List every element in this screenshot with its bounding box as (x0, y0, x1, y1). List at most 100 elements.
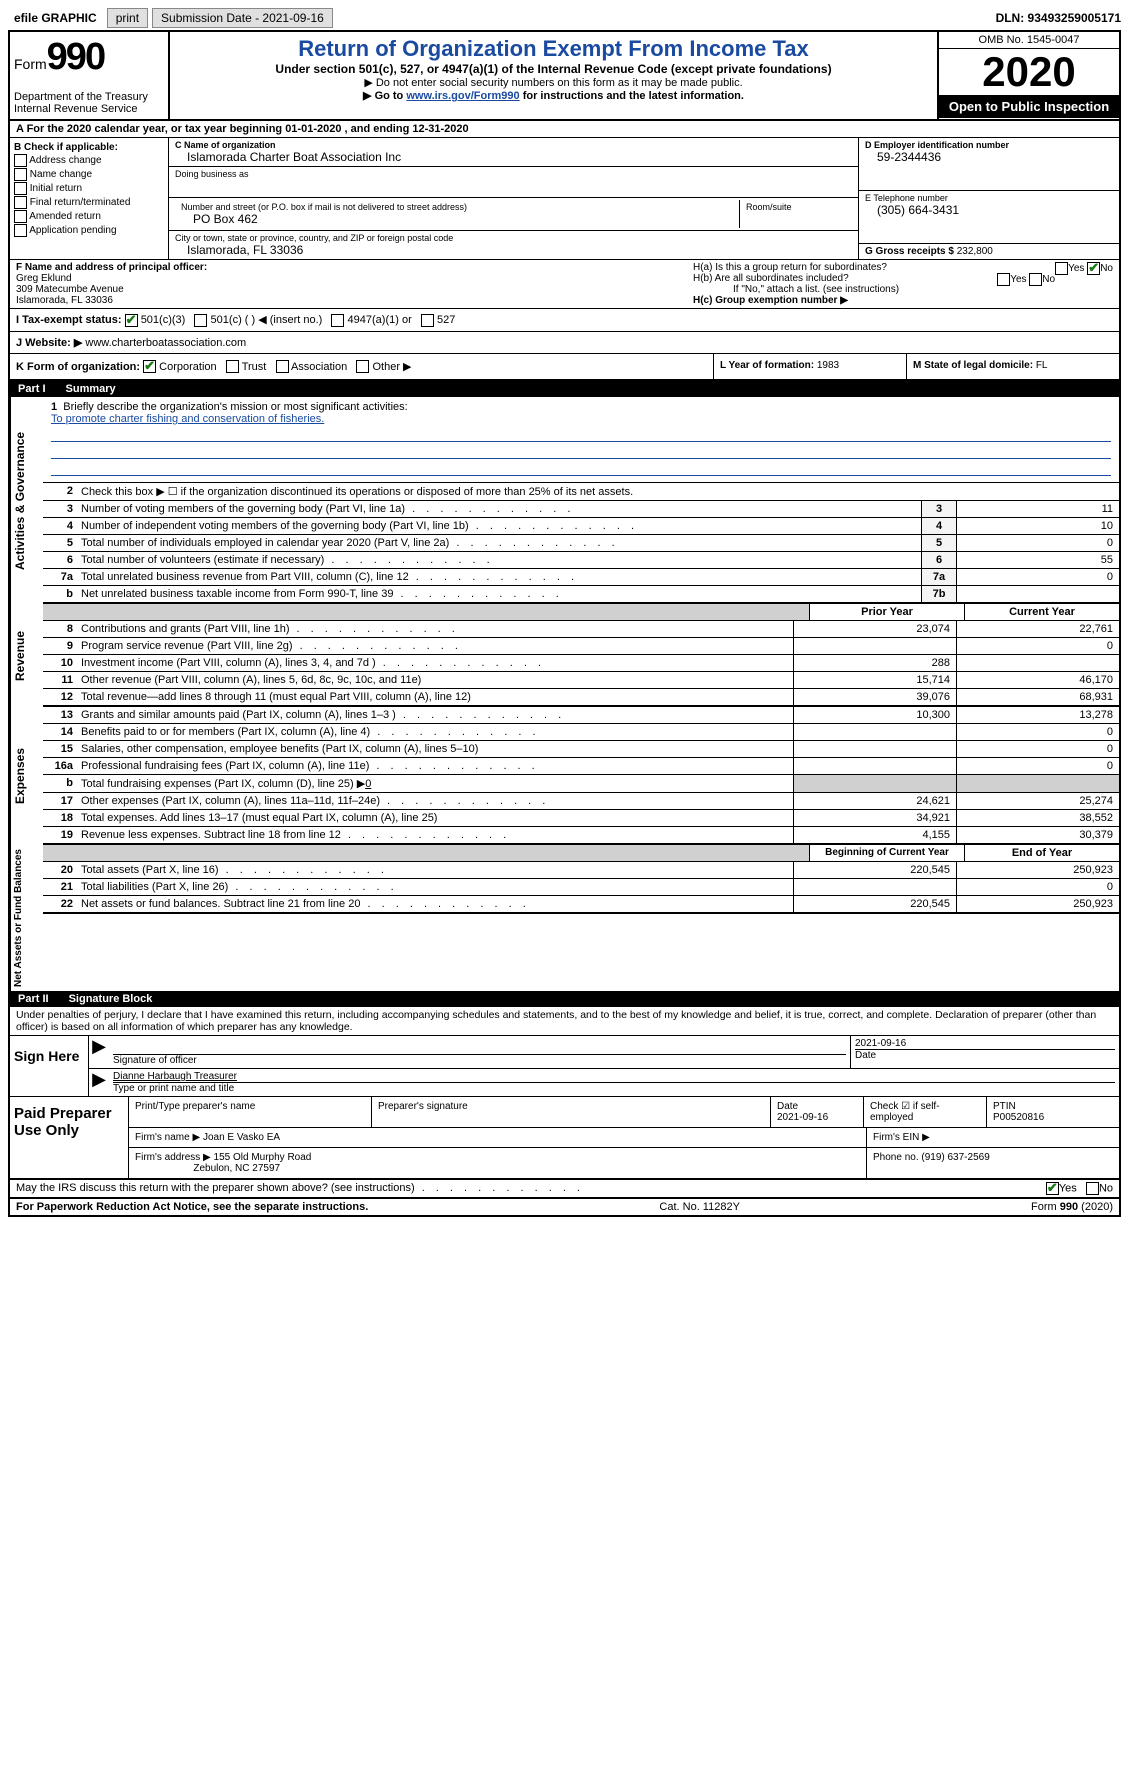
tel-label: E Telephone number (865, 193, 1113, 203)
sig-date-label: Date (855, 1049, 1115, 1061)
perjury-text: Under penalties of perjury, I declare th… (10, 1007, 1119, 1036)
line11-prior: 15,714 (793, 672, 956, 688)
chk-other[interactable] (356, 360, 369, 373)
chk-final[interactable] (14, 196, 27, 209)
hb-yes: Yes (1010, 274, 1026, 285)
chk-discuss-no[interactable] (1086, 1182, 1099, 1195)
irs-link[interactable]: www.irs.gov/Form990 (406, 90, 519, 102)
chk-name[interactable] (14, 168, 27, 181)
line17-text: Other expenses (Part IX, column (A), lin… (77, 793, 793, 809)
hb-no: No (1042, 274, 1055, 285)
line12-prior: 39,076 (793, 689, 956, 705)
chk-ha-no[interactable] (1087, 262, 1100, 275)
line21-text: Total liabilities (Part X, line 26) (77, 879, 793, 895)
chk-ha-yes[interactable] (1055, 262, 1068, 275)
lbl-amended: Amended return (29, 211, 101, 222)
col-b-checkboxes: B Check if applicable: Address change Na… (10, 138, 169, 259)
line20-curr: 250,923 (956, 862, 1119, 878)
row-a-tax-year: A For the 2020 calendar year, or tax yea… (10, 121, 1119, 138)
firm-addr1: 155 Old Murphy Road (214, 1152, 312, 1163)
line11-text: Other revenue (Part VIII, column (A), li… (77, 672, 793, 688)
chk-501c[interactable] (194, 314, 207, 327)
chk-assoc[interactable] (276, 360, 289, 373)
section-bcd: B Check if applicable: Address change Na… (10, 138, 1119, 260)
lbl-initial: Initial return (30, 183, 82, 194)
line18-prior: 34,921 (793, 810, 956, 826)
chk-discuss-yes[interactable] (1046, 1182, 1059, 1195)
line12-curr: 68,931 (956, 689, 1119, 705)
discuss-row: May the IRS discuss this return with the… (10, 1180, 1119, 1199)
dba-label: Doing business as (175, 169, 852, 179)
phone-label: Phone no. (873, 1152, 921, 1163)
line19-text: Revenue less expenses. Subtract line 18 … (77, 827, 793, 843)
summary-revenue: Revenue Prior YearCurrent Year 8Contribu… (10, 604, 1119, 707)
ptin-value: P00520816 (993, 1112, 1044, 1123)
sign-here-label: Sign Here (10, 1036, 89, 1096)
line13-curr: 13,278 (956, 707, 1119, 723)
form-number: 990 (47, 36, 104, 78)
part1-header: Part I Summary (10, 381, 1119, 397)
street-label: Number and street (or P.O. box if mail i… (181, 202, 733, 212)
ein-label: D Employer identification number (865, 140, 1009, 150)
line20-prior: 220,545 (793, 862, 956, 878)
line14-curr: 0 (956, 724, 1119, 740)
form-header: Form990 Department of the Treasury Inter… (10, 32, 1119, 121)
header-mid: Return of Organization Exempt From Incom… (170, 32, 937, 119)
col-c-org-info: C Name of organization Islamorada Charte… (169, 138, 858, 259)
lbl-final: Final return/terminated (30, 197, 131, 208)
chk-address[interactable] (14, 154, 27, 167)
opt-527: 527 (437, 314, 455, 326)
row-a-text: A For the 2020 calendar year, or tax yea… (16, 123, 469, 135)
vtab-netassets: Net Assets or Fund Balances (10, 845, 43, 991)
chk-hb-no[interactable] (1029, 273, 1042, 286)
line6-text: Total number of volunteers (estimate if … (77, 552, 921, 568)
row-fh: F Name and address of principal officer:… (10, 260, 1119, 309)
line2-text: Check this box ▶ ☐ if the organization d… (77, 483, 1119, 500)
opt-corp: Corporation (159, 361, 216, 373)
year-formation-value: 1983 (817, 360, 839, 371)
opt-other: Other ▶ (372, 361, 411, 373)
line5-text: Total number of individuals employed in … (77, 535, 921, 551)
city-value: Islamorada, FL 33036 (175, 243, 852, 257)
line16a-text: Professional fundraising fees (Part IX, … (77, 758, 793, 774)
gross-label: G Gross receipts $ (865, 246, 957, 257)
chk-trust[interactable] (226, 360, 239, 373)
print-button[interactable]: print (107, 8, 148, 28)
line22-curr: 250,923 (956, 896, 1119, 912)
chk-amended[interactable] (14, 210, 27, 223)
line14-prior (793, 724, 956, 740)
line16a-curr: 0 (956, 758, 1119, 774)
line22-text: Net assets or fund balances. Subtract li… (77, 896, 793, 912)
lbl-app: Application pending (29, 225, 116, 236)
chk-527[interactable] (421, 314, 434, 327)
goto-pre: ▶ Go to (363, 90, 406, 102)
top-bar: efile GRAPHIC print Submission Date - 20… (8, 8, 1121, 28)
col-k-formorg: K Form of organization: Corporation Trus… (10, 354, 713, 380)
col-d-ein: D Employer identification number 59-2344… (858, 138, 1119, 259)
line1-label: Briefly describe the organization's miss… (63, 401, 407, 413)
chk-4947[interactable] (331, 314, 344, 327)
prep-name-label: Print/Type preparer's name (129, 1097, 372, 1127)
line13-text: Grants and similar amounts paid (Part IX… (77, 707, 793, 723)
firm-ein-label: Firm's EIN ▶ (867, 1128, 1119, 1147)
chk-initial[interactable] (14, 182, 27, 195)
summary-netassets: Net Assets or Fund Balances Beginning of… (10, 845, 1119, 991)
chk-app[interactable] (14, 224, 27, 237)
sign-here-block: Sign Here ▶ Signature of officer 2021-09… (10, 1036, 1119, 1097)
preparer-block: Paid Preparer Use Only Print/Type prepar… (10, 1097, 1119, 1180)
line19-curr: 30,379 (956, 827, 1119, 843)
chk-corp[interactable] (143, 360, 156, 373)
open-public-label: Open to Public Inspection (939, 95, 1119, 118)
ein-value: 59-2344436 (865, 150, 1113, 164)
line22-prior: 220,545 (793, 896, 956, 912)
col-b-title: B Check if applicable: (14, 142, 118, 153)
line16a-prior (793, 758, 956, 774)
line21-curr: 0 (956, 879, 1119, 895)
chk-501c3[interactable] (125, 314, 138, 327)
submission-date-button[interactable]: Submission Date - 2021-09-16 (152, 8, 333, 28)
discuss-yes: Yes (1059, 1183, 1077, 1195)
hb-label: H(b) Are all subordinates included? (693, 273, 849, 284)
chk-hb-yes[interactable] (997, 273, 1010, 286)
hdr-end: End of Year (964, 845, 1119, 861)
ptin-label: PTIN (993, 1101, 1016, 1112)
